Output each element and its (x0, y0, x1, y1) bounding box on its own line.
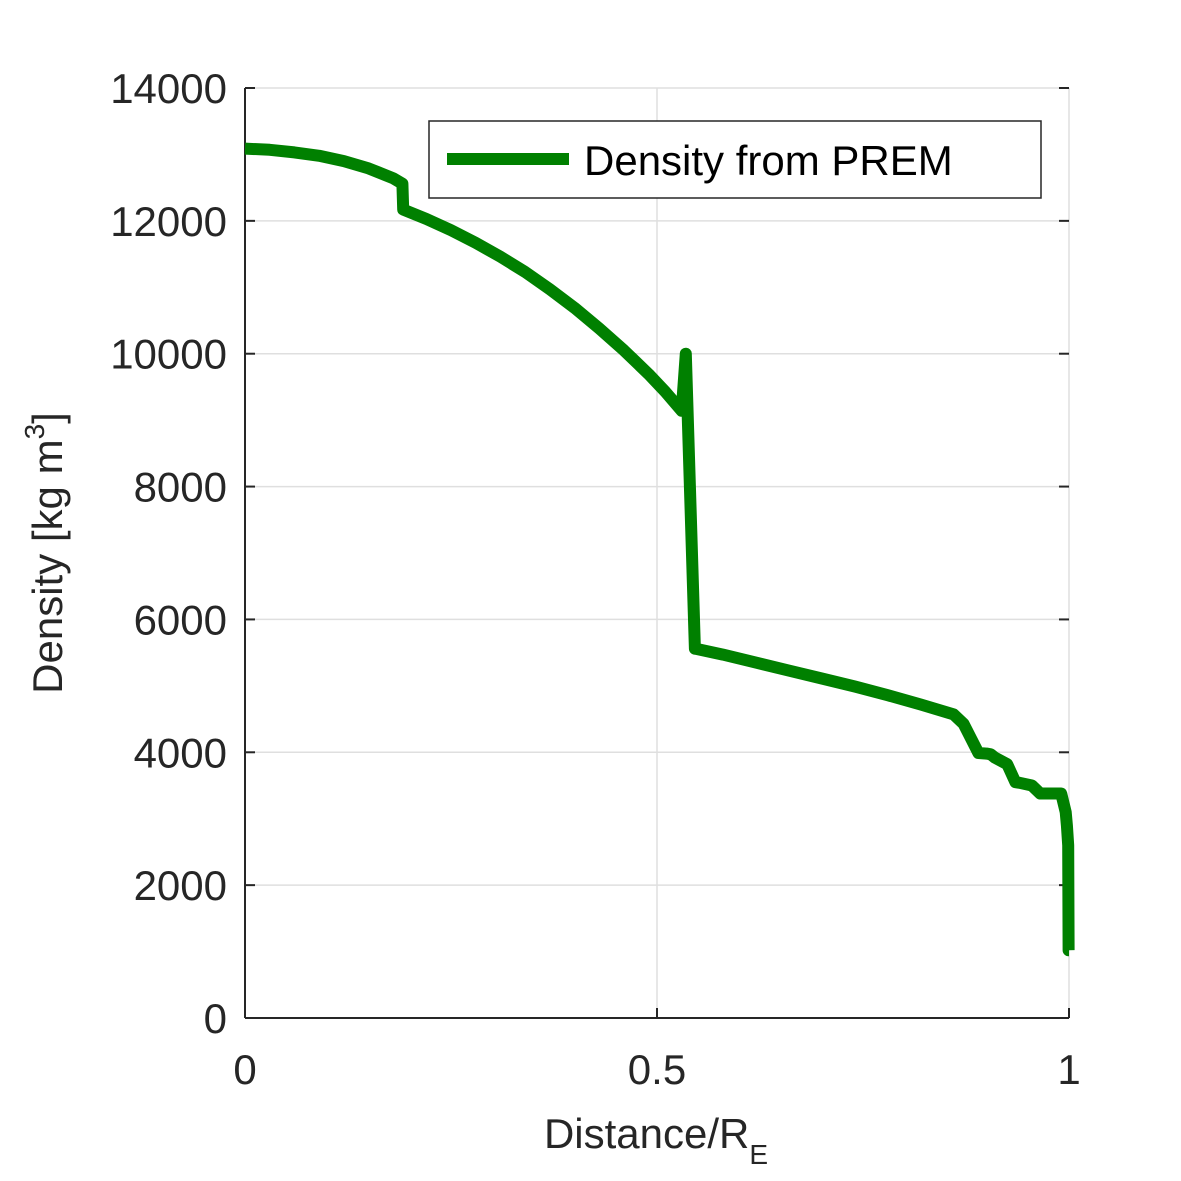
x-tick-label: 0.5 (628, 1046, 686, 1093)
y-tick-label: 0 (204, 995, 227, 1042)
legend-label: Density from PREM (584, 137, 953, 184)
x-axis-title-sub: E (749, 1139, 768, 1170)
y-tick-label: 6000 (134, 596, 227, 643)
x-axis-title: Distance/RE (544, 1110, 768, 1170)
y-tick-label: 12000 (110, 198, 227, 245)
axes (244, 87, 1070, 1019)
svg-text:Distance/RE: Distance/RE (544, 1110, 768, 1170)
svg-text:Density [kg m3]: Density [kg m3] (19, 412, 71, 694)
y-axis-title: Density [kg m3] (19, 412, 71, 694)
x-axis-title-main: Distance/R (544, 1110, 749, 1157)
series-layer (244, 142, 1075, 957)
legend: Density from PREM (428, 120, 1042, 199)
y-axis-title-close: ] (24, 412, 71, 424)
series-line-density (244, 142, 1075, 957)
y-tick-label: 8000 (134, 464, 227, 511)
y-axis-title-main: Density [kg m (24, 439, 71, 693)
x-tick-label: 0 (233, 1046, 256, 1093)
y-tick-label: 4000 (134, 729, 227, 776)
x-tick-label: 1 (1057, 1046, 1080, 1093)
y-tick-label: 2000 (134, 862, 227, 909)
y-axis-title-sup: 3 (19, 424, 50, 440)
tick-labels: 0 2000 4000 6000 8000 10000 12000 14000 0 0.5 1 (110, 65, 1080, 1093)
y-tick-label: 14000 (110, 65, 227, 112)
grid-lines (244, 87, 1070, 1019)
y-tick-label: 10000 (110, 331, 227, 378)
